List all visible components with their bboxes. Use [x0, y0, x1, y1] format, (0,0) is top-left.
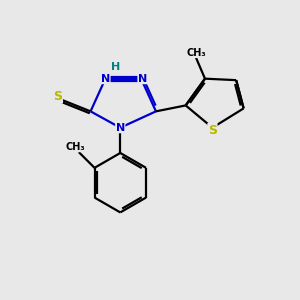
Text: S: S [53, 90, 62, 103]
Text: CH₃: CH₃ [66, 142, 86, 152]
Text: S: S [208, 124, 217, 136]
Text: N: N [116, 123, 125, 133]
Text: N: N [101, 74, 110, 84]
Text: N: N [138, 74, 147, 84]
Text: CH₃: CH₃ [186, 47, 206, 58]
Text: H: H [111, 62, 120, 72]
